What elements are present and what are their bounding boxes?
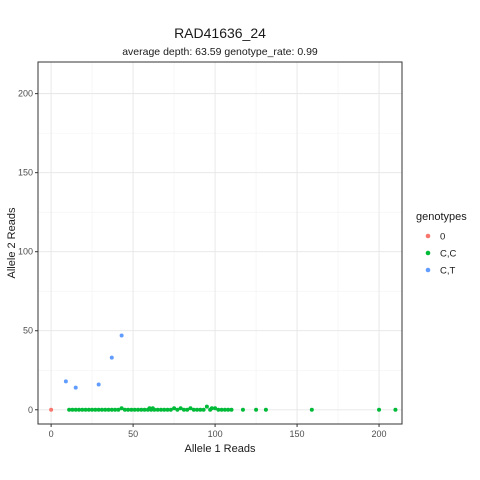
point-cc [240, 407, 245, 412]
point-cc [309, 407, 314, 412]
x-tick-label: 200 [372, 429, 387, 439]
point-ct [63, 379, 68, 384]
grid [38, 62, 402, 424]
point-0 [49, 407, 54, 412]
point-cc [195, 407, 200, 412]
point-cc [198, 407, 203, 412]
point-cc [106, 407, 111, 412]
chart-title: RAD41636_24 [174, 25, 266, 41]
point-cc [178, 406, 183, 411]
legend-entries: 0 C,C C,T [425, 232, 457, 277]
point-cc [93, 407, 98, 412]
point-ct [109, 355, 114, 360]
point-cc [103, 407, 108, 412]
point-cc [213, 406, 218, 411]
point-cc [73, 407, 78, 412]
point-cc [86, 407, 91, 412]
point-cc [209, 406, 214, 411]
plot-panel [37, 61, 403, 425]
point-ct [73, 385, 78, 390]
point-cc [226, 407, 231, 412]
point-cc [204, 404, 209, 409]
y-tick-label: 50 [23, 326, 33, 336]
point-cc [185, 407, 190, 412]
point-cc [129, 407, 134, 412]
point-cc [126, 407, 131, 412]
point-cc [263, 407, 268, 412]
y-axis-title: Allele 2 Reads [6, 207, 18, 278]
point-cc [188, 406, 193, 411]
point-cc [216, 407, 221, 412]
chart-subtitle: average depth: 63.59 genotype_rate: 0.99 [122, 46, 318, 58]
legend-key [425, 250, 431, 256]
point-cc [201, 407, 206, 412]
x-tick-label: 50 [128, 429, 138, 439]
legend-key [425, 267, 431, 273]
point-cc [113, 407, 118, 412]
point-cc [158, 407, 163, 412]
point-cc [142, 407, 147, 412]
point-cc [139, 407, 144, 412]
point-cc [152, 407, 157, 412]
legend-label: C,T [440, 266, 456, 277]
y-tick-label: 100 [18, 247, 33, 257]
point-cc [219, 407, 224, 412]
point-cc [132, 407, 137, 412]
legend-key [425, 233, 431, 239]
y-tick-label: 200 [18, 89, 33, 99]
point-cc [162, 407, 167, 412]
point-ct [96, 382, 101, 387]
point-cc [119, 406, 124, 411]
point-cc [136, 407, 141, 412]
y-tick-label: 0 [28, 405, 33, 415]
x-tick-label: 100 [208, 429, 223, 439]
x-tick-label: 0 [49, 429, 54, 439]
x-axis-title: Allele 1 Reads [185, 443, 256, 455]
point-cc [175, 407, 180, 412]
y-tick-label: 150 [18, 168, 33, 178]
point-cc [116, 407, 121, 412]
point-cc [377, 407, 382, 412]
point-cc [168, 407, 173, 412]
point-cc [222, 407, 227, 412]
point-cc [122, 407, 127, 412]
x-axis: 0 50 100 150 200 [49, 424, 387, 439]
point-cc [155, 407, 160, 412]
point-cc [80, 407, 85, 412]
point-cc [83, 407, 88, 412]
point-cc [393, 407, 398, 412]
data-points [49, 333, 398, 412]
point-ct [119, 333, 124, 338]
point-cc [181, 407, 186, 412]
legend-title: genotypes [416, 211, 467, 223]
point-cc [109, 407, 114, 412]
point-cc [67, 407, 72, 412]
legend-label: 0 [440, 232, 445, 243]
point-cc [99, 407, 104, 412]
point-cc [90, 407, 95, 412]
point-cc [70, 407, 75, 412]
y-axis: 0 50 100 150 200 [18, 89, 38, 415]
point-cc [96, 407, 101, 412]
point-cc [191, 407, 196, 412]
x-tick-label: 150 [290, 429, 305, 439]
point-cc [254, 407, 259, 412]
point-cc [229, 407, 234, 412]
point-cc [172, 406, 177, 411]
legend: genotypes 0 C,C C,T [416, 211, 467, 277]
legend-label: C,C [440, 249, 457, 260]
point-cc [165, 407, 170, 412]
point-cc [76, 407, 81, 412]
